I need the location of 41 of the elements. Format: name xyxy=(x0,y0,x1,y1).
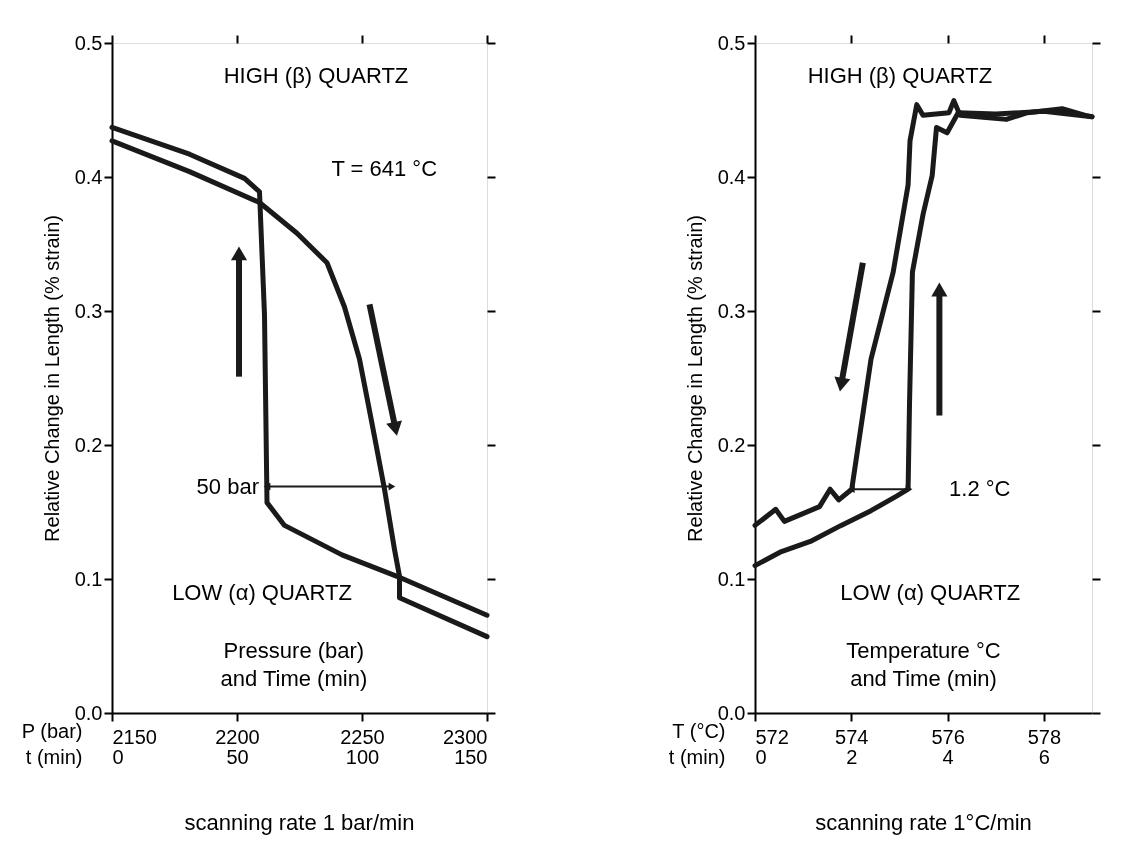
x-tick-label: 2250 xyxy=(340,725,385,748)
x-tick-label: 578 xyxy=(1027,725,1062,748)
annotation: T = 641 °C xyxy=(331,155,438,181)
y-tick-label: 0.5 xyxy=(74,31,103,54)
x2-axis-title: t (min) xyxy=(25,745,83,768)
text: scanning rate 1 bar/min xyxy=(184,809,415,835)
annotation: LOW (α) QUARTZ xyxy=(840,580,1021,606)
x-tick-label: 2150 xyxy=(112,725,157,748)
annotation: HIGH (β) QUARTZ xyxy=(223,62,409,88)
annotation: LOW (α) QUARTZ xyxy=(172,580,352,606)
y-tick-label: 0.2 xyxy=(717,433,746,456)
annotation: Temperature °C and Time (min) xyxy=(846,638,1001,692)
annotation: HIGH (β) QUARTZ xyxy=(807,62,993,88)
x2-tick-label: 2 xyxy=(846,745,858,768)
y-tick-label: 0.4 xyxy=(717,165,746,188)
y-tick-label: 0.2 xyxy=(74,433,103,456)
x-tick-label: 572 xyxy=(755,725,789,748)
x2-tick-label: 6 xyxy=(1038,745,1050,768)
x-tick-label: 576 xyxy=(931,725,965,748)
x-tick-label: 574 xyxy=(835,725,869,748)
y-tick-label: 0.3 xyxy=(74,299,103,322)
y-tick-label: 0.4 xyxy=(74,165,103,188)
annotation: 50 bar xyxy=(196,473,259,499)
y-tick-label: 0.5 xyxy=(717,31,746,54)
y-tick-label: 0.1 xyxy=(717,567,746,590)
x2-tick-label: 50 xyxy=(226,745,249,768)
y-axis-title: Relative Change in Length (% strain) xyxy=(683,215,706,542)
y-axis-title: Relative Change in Length (% strain) xyxy=(40,215,63,542)
text: scanning rate 1°C/min xyxy=(815,809,1032,835)
y-tick-label: 0.3 xyxy=(717,299,746,322)
x2-tick-label: 150 xyxy=(454,745,488,768)
x2-tick-label: 0 xyxy=(112,745,124,768)
x2-axis-title: t (min) xyxy=(668,745,726,768)
x2-tick-label: 100 xyxy=(345,745,380,768)
annotation: 1.2 °C xyxy=(949,476,1011,502)
y-tick-label: 0.1 xyxy=(74,567,103,590)
x2-tick-label: 4 xyxy=(942,745,954,768)
x-tick-label: 2300 xyxy=(443,725,488,748)
x-tick-label: 2200 xyxy=(215,725,260,748)
annotation: Pressure (bar) and Time (min) xyxy=(220,638,368,692)
x2-tick-label: 0 xyxy=(755,745,767,768)
